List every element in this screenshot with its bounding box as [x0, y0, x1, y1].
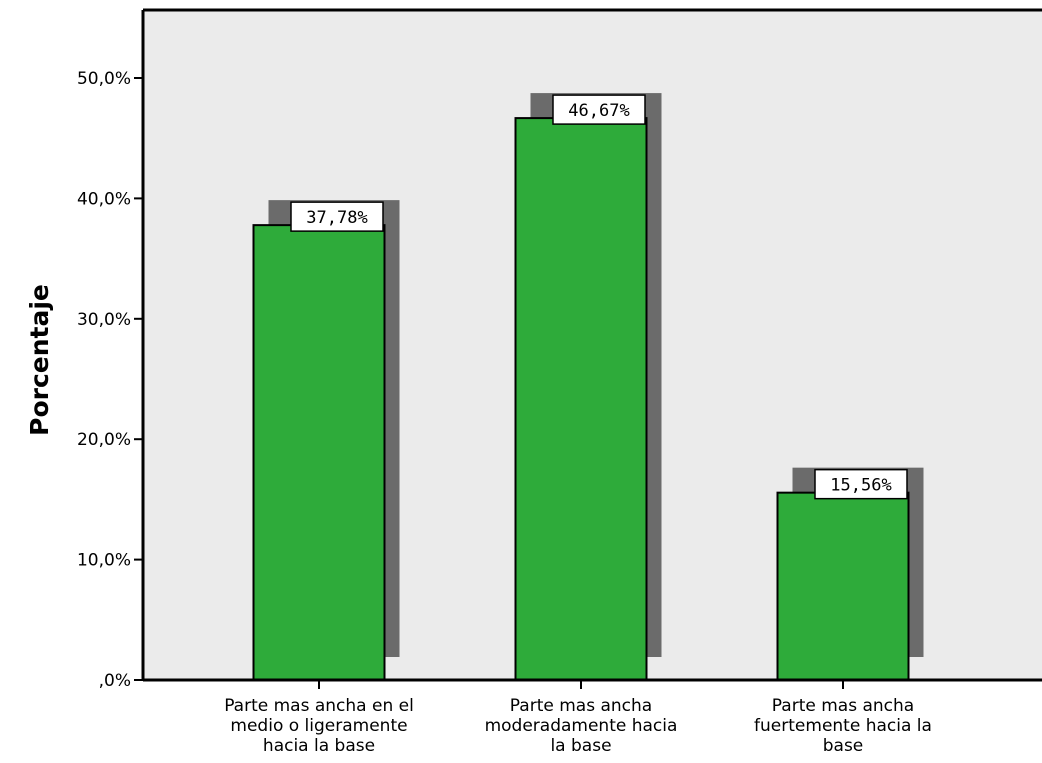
x-category-label: moderadamente hacia [485, 716, 678, 736]
x-category-label: Parte mas ancha [510, 696, 652, 716]
y-tick-label: 50,0% [77, 69, 131, 89]
x-category-label: la base [550, 736, 611, 756]
x-category-label: fuertemente hacia la [754, 716, 932, 736]
y-axis-label: Porcentaje [25, 284, 54, 436]
x-category-label: Parte mas ancha en el [224, 696, 414, 716]
data-labels: 37,78% 46,67% 15,56% [290, 94, 908, 500]
y-tick-label: 30,0% [77, 310, 131, 330]
x-category-label: base [823, 736, 864, 756]
y-tick-label: 10,0% [77, 551, 131, 571]
bars [252, 117, 910, 681]
data-label: 15,56% [830, 476, 891, 496]
y-tick-label: ,0% [99, 671, 131, 691]
y-axis-ticks: ,0% 10,0% 20,0% 30,0% 40,0% 50,0% [77, 69, 143, 691]
y-tick-label: 20,0% [77, 430, 131, 450]
data-label-box [290, 201, 384, 232]
x-category-label: hacia la base [263, 736, 375, 756]
x-category-label: medio o ligeramente [230, 716, 407, 736]
x-category-label: Parte mas ancha [772, 696, 914, 716]
data-label: 46,67% [568, 101, 629, 121]
bar [776, 491, 910, 681]
y-tick-label: 40,0% [77, 189, 131, 209]
data-label-box [552, 94, 646, 125]
data-label: 37,78% [306, 208, 367, 228]
bar [514, 117, 648, 681]
data-label-box [814, 468, 908, 500]
bar [252, 224, 386, 681]
